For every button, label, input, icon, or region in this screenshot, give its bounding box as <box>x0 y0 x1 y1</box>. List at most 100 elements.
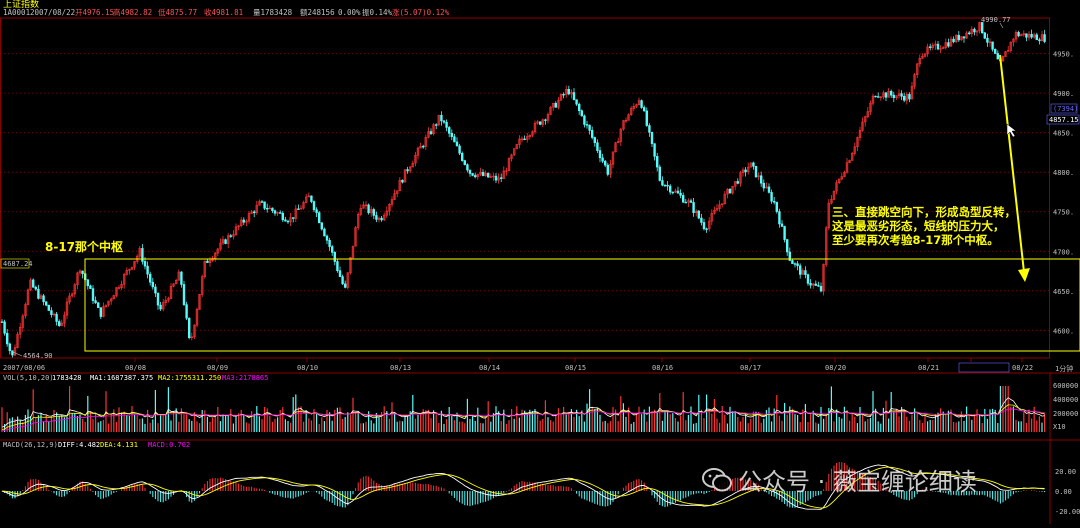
candle-body <box>437 114 440 126</box>
candle-body <box>411 162 414 168</box>
candle-body <box>8 343 11 352</box>
candle-body <box>965 32 968 39</box>
candle-body <box>702 222 706 230</box>
candle-body <box>767 186 771 193</box>
candle-body <box>642 107 646 112</box>
candle-body <box>208 260 212 263</box>
candle-body <box>619 128 623 142</box>
candle-body <box>42 295 45 303</box>
candle-body <box>219 242 222 250</box>
candle-body <box>931 44 935 48</box>
candle-body <box>785 239 789 253</box>
candle-body <box>453 136 456 143</box>
time-tick-label: 08/14 <box>479 364 500 372</box>
candle-body <box>676 190 680 194</box>
candle-body <box>273 210 277 214</box>
candle-body <box>463 160 466 165</box>
candle-body <box>154 286 157 294</box>
candle-body <box>538 121 542 125</box>
candle-body <box>840 176 844 180</box>
candle-body <box>809 283 812 286</box>
candle-body <box>741 169 745 173</box>
candle-body <box>237 225 240 228</box>
candle-body <box>414 154 417 164</box>
macd-dea-line <box>1 466 1045 509</box>
candle-body <box>24 304 27 317</box>
candle-body <box>442 120 446 123</box>
candle-body <box>650 131 654 144</box>
candle-body <box>26 289 30 305</box>
candle-body <box>759 175 763 184</box>
candle-body <box>577 103 581 112</box>
candle-body <box>489 176 492 178</box>
candle-body <box>1025 33 1028 38</box>
candle-body <box>692 202 695 213</box>
candle-body <box>50 310 53 315</box>
candle-body <box>710 213 714 222</box>
candle-body <box>689 200 693 203</box>
candle-body <box>512 148 516 156</box>
macd-val: MACD:0.702 <box>148 441 190 449</box>
candle-body <box>988 41 992 43</box>
candle-body <box>655 156 659 168</box>
candle-body <box>572 92 576 100</box>
candle-body <box>310 195 313 202</box>
candle-body <box>814 283 818 286</box>
candle-body <box>674 190 677 193</box>
candle-body <box>278 212 282 214</box>
candle-body <box>434 124 438 126</box>
candle-body <box>44 301 48 306</box>
candle-body <box>138 248 141 257</box>
candle-body <box>432 124 435 134</box>
candle-body <box>450 133 453 137</box>
macd-legend: MACD(26,12,9) DIFF:4.482 DEA:4.131 MACD:… <box>3 441 190 449</box>
candle-body <box>801 270 805 275</box>
header-pct: 0.00% <box>338 8 361 17</box>
candle-body <box>827 202 831 229</box>
candle-body <box>398 179 401 192</box>
candle-body <box>970 28 974 34</box>
candle-body <box>616 141 620 144</box>
candle-body <box>375 215 378 220</box>
candle-body <box>55 313 58 322</box>
candle-body <box>879 96 883 99</box>
candle-body <box>1022 33 1026 36</box>
candle-body <box>167 298 170 301</box>
candle-body <box>128 268 131 271</box>
candle-body <box>705 228 708 230</box>
price-tick-label: 4600. <box>1053 327 1074 335</box>
candle-body <box>575 99 578 105</box>
price-tick-label: 4700. <box>1053 248 1074 256</box>
right-price-label: 4857.15 <box>1049 116 1079 124</box>
candle-body <box>902 96 906 101</box>
candle-body <box>986 37 989 43</box>
candle-body <box>325 235 329 241</box>
candle-body <box>666 184 669 187</box>
candle-body <box>762 182 766 189</box>
candle-body <box>804 270 807 275</box>
candle-body <box>481 171 485 176</box>
candle-body <box>583 115 586 125</box>
candle-body <box>869 102 872 112</box>
candle-body <box>884 92 888 98</box>
candle-body <box>385 210 388 216</box>
candle-body <box>918 58 922 65</box>
candle-body <box>494 175 498 181</box>
candle-body <box>778 211 781 225</box>
candle-body <box>393 193 396 200</box>
candle-body <box>94 300 97 304</box>
candle-body <box>866 111 870 118</box>
candle-body <box>531 131 534 136</box>
candle-body <box>1004 51 1007 57</box>
candle-body <box>86 279 90 287</box>
time-tick-label: 08/16 <box>652 364 673 372</box>
time-tick-label: 08/10 <box>297 364 318 372</box>
header-volume: 量1783428 <box>253 8 293 17</box>
candle-body <box>323 228 326 237</box>
grid-lines <box>0 17 1080 524</box>
candle-body <box>312 201 316 211</box>
candle-body <box>952 38 955 43</box>
candle-body <box>29 279 32 291</box>
